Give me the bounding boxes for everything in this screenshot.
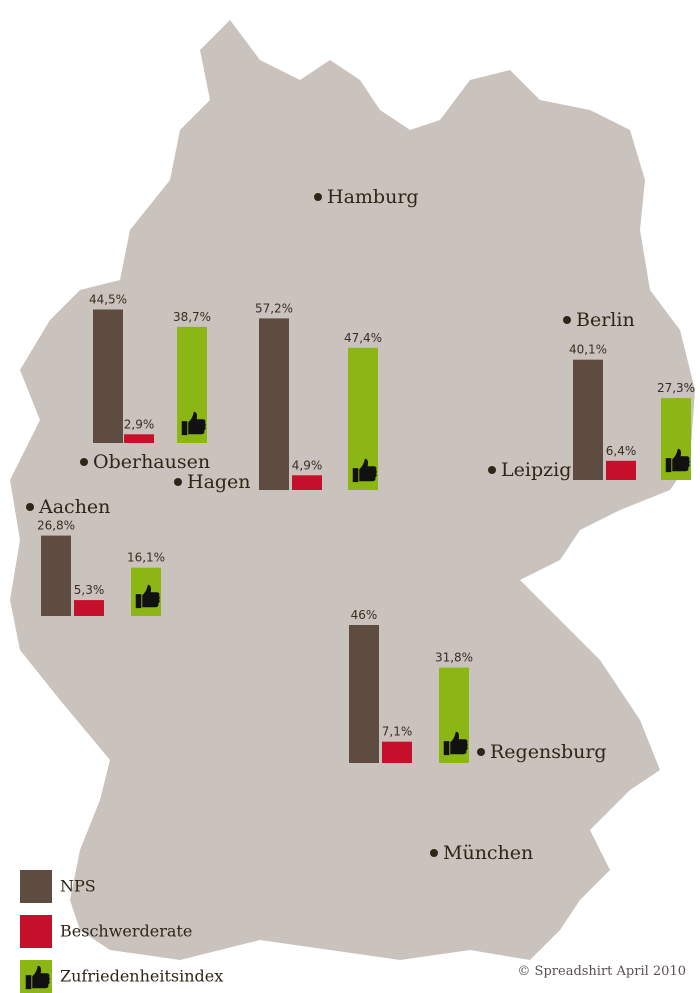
- value-label: 26,8%: [37, 519, 75, 533]
- city-label: Hagen: [187, 471, 251, 493]
- city-dot: [314, 193, 322, 201]
- bar: [74, 600, 104, 616]
- bar: [606, 460, 636, 480]
- bar: [124, 434, 154, 443]
- city-dot: [563, 316, 571, 324]
- legend-swatch: [20, 915, 52, 948]
- value-label: 6,4%: [606, 444, 637, 458]
- bar: [382, 741, 412, 763]
- city-label: Leipzig: [501, 459, 571, 481]
- city-label: Oberhausen: [93, 451, 210, 473]
- credit: © Spreadshirt April 2010: [517, 964, 686, 979]
- city-dot: [174, 478, 182, 486]
- value-label: 40,1%: [569, 343, 607, 357]
- bar: [93, 309, 123, 443]
- legend-label: NPS: [60, 877, 96, 896]
- city-dot: [488, 466, 496, 474]
- bar: [259, 318, 289, 490]
- value-label: 16,1%: [127, 551, 165, 565]
- value-label: 27,3%: [657, 381, 695, 395]
- legend-label: Beschwerderate: [60, 922, 192, 941]
- overlay: Oberhausen 44,5% 2,9% 38,7% Hagen 57,2% 4,9% 47…: [20, 186, 695, 993]
- value-label: 47,4%: [344, 331, 382, 345]
- city-label: München: [443, 842, 533, 864]
- value-label: 44,5%: [89, 293, 127, 307]
- value-label: 38,7%: [173, 310, 211, 324]
- value-label: 2,9%: [124, 417, 155, 431]
- bar: [292, 475, 322, 490]
- bar: [573, 359, 603, 480]
- legend-swatch: [20, 870, 52, 903]
- bar: [349, 625, 379, 763]
- city-dot: [26, 503, 34, 511]
- city-label: Hamburg: [327, 186, 419, 208]
- value-label: 5,3%: [74, 583, 105, 597]
- city-label: Aachen: [38, 496, 110, 518]
- city-label: Regensburg: [490, 741, 607, 763]
- value-label: 4,9%: [292, 458, 323, 472]
- bar: [41, 535, 71, 616]
- city-label: Berlin: [576, 309, 635, 331]
- value-label: 57,2%: [255, 301, 293, 315]
- value-label: 31,8%: [435, 651, 473, 665]
- value-label: 7,1%: [382, 725, 413, 739]
- legend-label: Zufriedenheitsindex: [60, 967, 223, 986]
- city-dot: [430, 849, 438, 857]
- value-label: 46%: [351, 608, 378, 622]
- city-dot: [80, 458, 88, 466]
- city-dot: [477, 748, 485, 756]
